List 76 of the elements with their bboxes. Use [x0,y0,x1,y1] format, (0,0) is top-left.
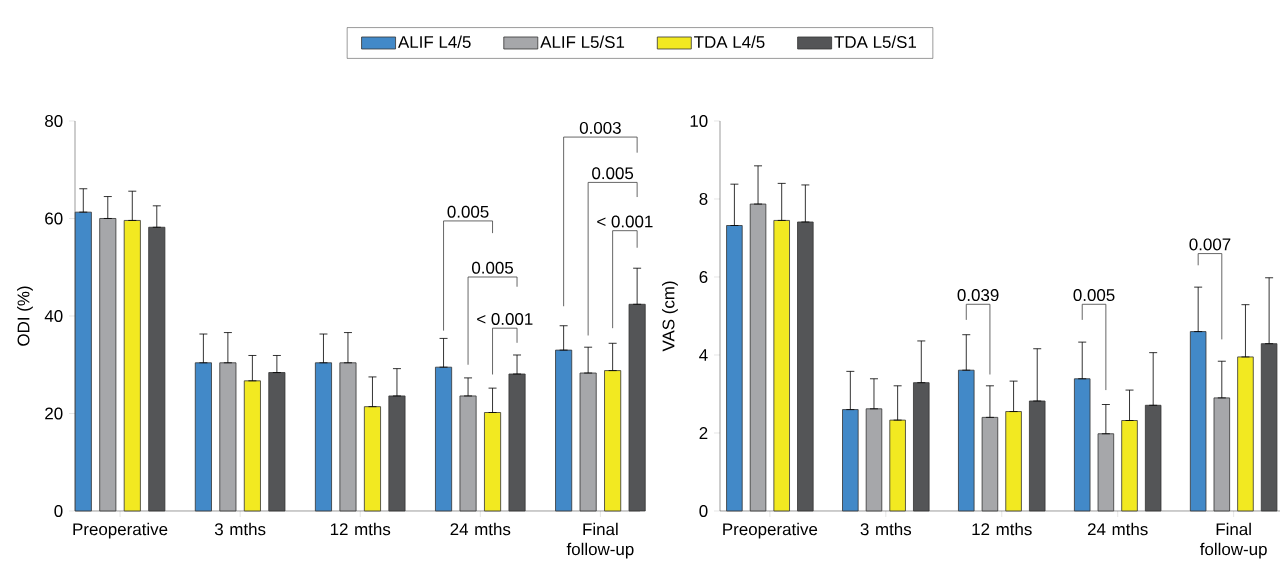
bar [74,211,92,512]
bar [388,395,406,512]
y-tick-label: 60 [45,212,63,225]
bar [1121,420,1138,512]
y-tick-label: 10 [690,114,708,127]
bar [1029,400,1046,512]
bar [726,225,743,512]
legend-label: ALIF L4/5 [397,35,471,49]
bar [1237,356,1254,512]
annotation: < 0.001 [477,312,533,325]
bar [1097,433,1115,512]
bar [194,362,212,512]
annotation: 0.005 [592,167,634,180]
legend-label: TDA L5/S1 [834,35,917,49]
bar [889,419,906,512]
bar [459,395,477,512]
x-tick-label: 3 mths [214,522,266,536]
bar [435,366,453,512]
x-tick-label: Final follow-up [566,522,634,559]
y-tick-label: 40 [44,309,63,322]
bar [981,416,999,512]
y-tick-label: 0 [54,504,63,517]
y-tick-label: 20 [45,407,63,420]
x-tick-label: 12 mths [330,522,391,536]
bar [797,221,814,512]
y-tick-label: 2 [699,427,708,439]
bar [363,406,381,512]
bar [268,372,286,512]
x-tick-label: 24 mths [1087,522,1148,536]
annotation: 0.039 [957,289,999,302]
bar [1005,411,1022,512]
legend-label: ALIF L5/S1 [540,35,625,49]
x-tick-label: 12 mths [972,522,1032,536]
x-tick-label: Final follow-up [1199,522,1267,559]
bar [1144,404,1162,512]
bar [314,362,332,512]
bar [1189,331,1207,512]
bar [1213,397,1231,512]
y-tick-label: 6 [699,270,708,283]
y-tick-label: 4 [699,349,708,361]
y-tick-label: 80 [45,114,63,127]
legend-label: TDA L4/5 [694,35,765,49]
y-axis-title: VAS (cm) [662,281,678,352]
bar [148,226,166,512]
bar [958,369,975,512]
annotation: 0.005 [447,205,489,218]
bar [604,370,622,512]
y-tick-label: 0 [699,504,708,517]
bar [1073,378,1091,512]
annotation: < 0.001 [597,215,653,228]
bar [219,362,237,512]
x-tick-label: 24 mths [450,522,511,536]
y-axis-title: ODI (%) [17,286,33,346]
annotation: 0.003 [579,121,621,134]
bar [913,382,930,512]
x-tick-label: 3 mths [860,522,912,536]
bar [508,373,526,512]
bar [99,218,117,512]
annotation: 0.007 [1189,238,1231,251]
bar [1260,343,1278,512]
bar [749,203,767,512]
bar [339,362,357,512]
x-tick-label: Preoperative [73,522,168,539]
annotation: 0.005 [1073,289,1115,302]
bar [123,220,141,512]
x-tick-label: Preoperative [723,522,818,539]
bar [773,220,790,512]
bar [243,380,261,512]
annotation: 0.005 [472,261,514,274]
bar [555,349,573,512]
bar [842,409,859,512]
bar [484,412,502,512]
y-tick-label: 8 [699,192,708,205]
bar [579,372,597,512]
bar [865,408,883,512]
bar [628,303,646,512]
